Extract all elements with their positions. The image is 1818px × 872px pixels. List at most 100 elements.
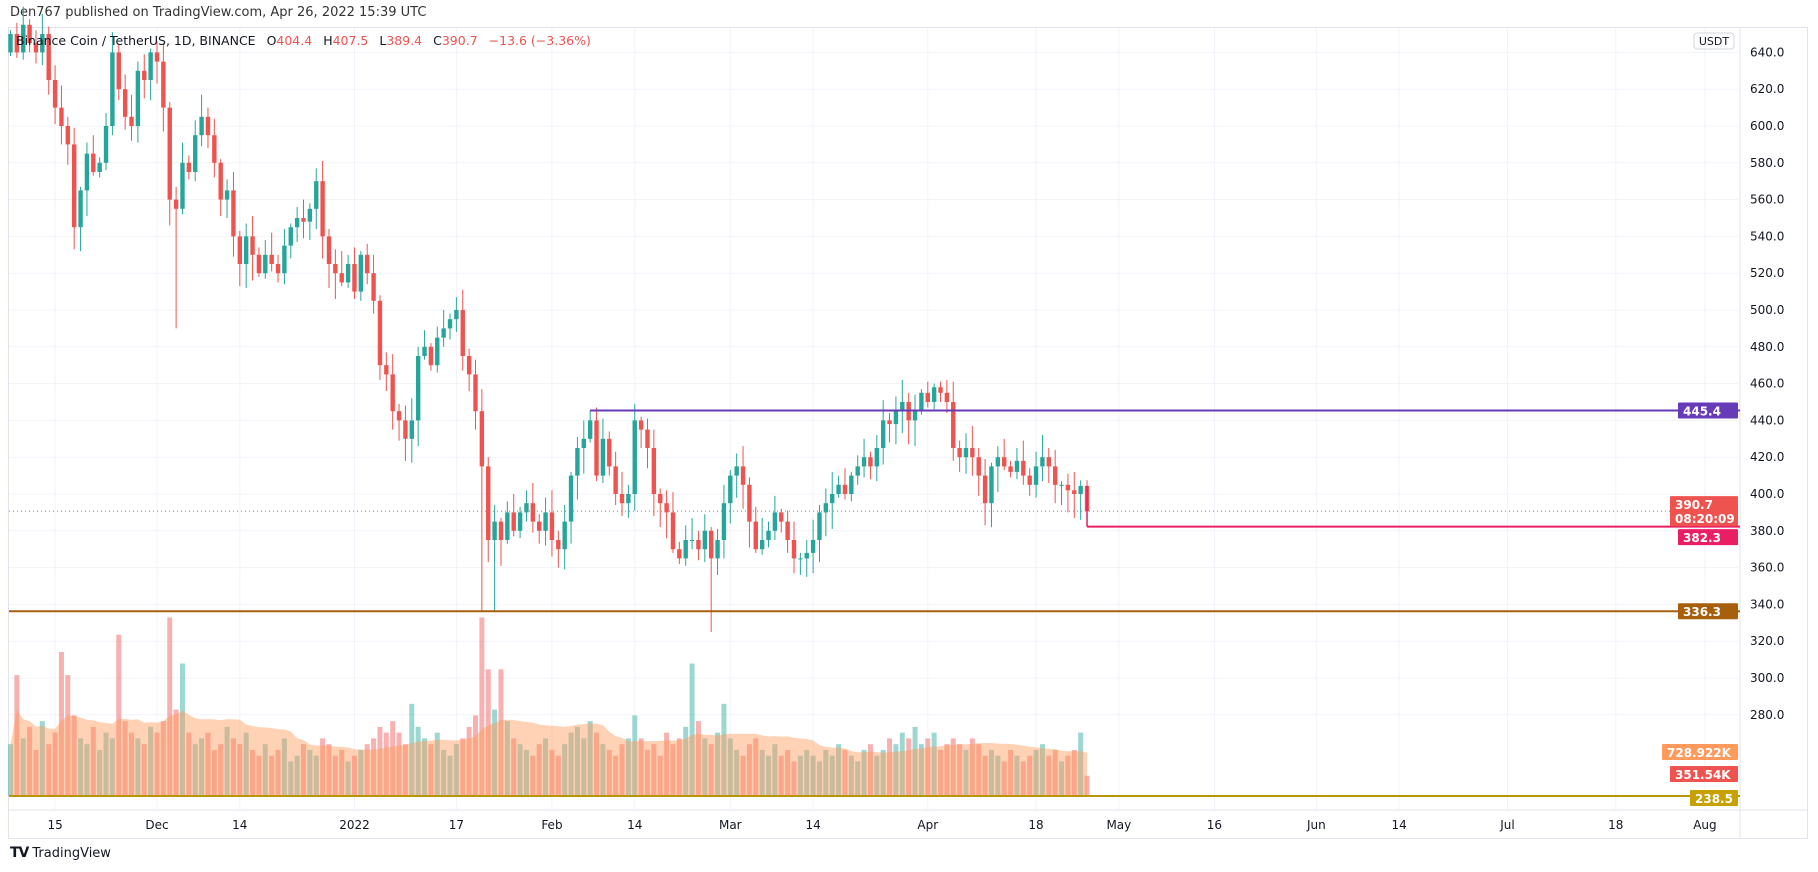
volume-bar xyxy=(594,732,600,796)
currency-badge[interactable] xyxy=(1693,32,1735,50)
candle-body xyxy=(148,52,153,80)
candle-body xyxy=(282,245,287,274)
time-tick-label: May xyxy=(1106,818,1131,832)
candle-body xyxy=(199,116,204,136)
candle-body xyxy=(594,420,599,476)
candle-body xyxy=(8,34,13,53)
volume-bar xyxy=(695,721,701,796)
close-value: 390.7 xyxy=(441,33,478,48)
candle-body xyxy=(543,512,548,531)
candle-body xyxy=(989,466,994,504)
volume-bar xyxy=(14,675,20,796)
volume-bar xyxy=(1020,761,1026,796)
volume-bar xyxy=(938,749,944,796)
price-tick-label: 520.0 xyxy=(1750,266,1784,280)
volume-bar xyxy=(689,663,695,796)
volume-bar xyxy=(600,744,606,796)
volume-bar xyxy=(887,738,893,796)
candle-body xyxy=(27,24,32,44)
volume-level-tag xyxy=(1690,790,1738,806)
volume-bar xyxy=(320,738,326,796)
time-tick-label: Jul xyxy=(1499,818,1514,832)
candle-body xyxy=(1027,475,1032,485)
volume-bar xyxy=(27,726,33,796)
candle-body xyxy=(1046,457,1051,467)
candle-body xyxy=(473,374,478,412)
price-axis-scrollbar[interactable] xyxy=(1741,28,1808,810)
volume-bar xyxy=(473,715,478,796)
volume-bar xyxy=(587,721,593,796)
volume-bar xyxy=(1059,761,1065,796)
time-tick-label: 18 xyxy=(1608,818,1623,832)
volume-bar xyxy=(275,749,281,796)
candle-body xyxy=(607,438,612,467)
price-tick-label: 360.0 xyxy=(1750,561,1784,575)
candle-body xyxy=(110,52,115,126)
candle-body xyxy=(581,438,586,448)
candle-body xyxy=(696,540,701,550)
volume-bar xyxy=(581,738,587,796)
resistance-price-tag xyxy=(1678,402,1738,419)
volume-bar xyxy=(504,721,510,796)
price-tick-label: 300.0 xyxy=(1750,671,1784,685)
volume-bar xyxy=(466,726,472,796)
volume-last-tag xyxy=(1670,766,1738,782)
candle-body xyxy=(409,420,414,439)
volume-bar xyxy=(148,726,154,796)
footer-logo[interactable]: TV TradingView xyxy=(10,845,111,861)
candle-body xyxy=(810,540,816,553)
volume-bar xyxy=(71,715,77,796)
volume-bar xyxy=(848,755,854,796)
volume-bar xyxy=(523,749,529,796)
candle-body xyxy=(702,530,708,550)
volume-bar xyxy=(224,726,230,796)
candle-body xyxy=(415,356,421,421)
volume-bar xyxy=(237,744,243,796)
candle-body xyxy=(396,411,402,421)
volume-bar xyxy=(192,744,198,796)
candle-body xyxy=(836,484,841,494)
price-tick-label: 540.0 xyxy=(1750,229,1784,243)
volume-level-tag-text: 238.5 xyxy=(1695,792,1733,806)
candle-body xyxy=(161,61,166,108)
volume-bar xyxy=(982,755,988,796)
candle-body xyxy=(830,494,835,504)
volume-bar xyxy=(957,744,963,796)
symbol-title[interactable]: Binance Coin / TetherUS, 1D, BINANCE xyxy=(16,33,256,48)
volume-bar xyxy=(173,709,179,796)
candle-body xyxy=(651,448,657,494)
volume-bar xyxy=(20,738,26,796)
candle-body xyxy=(568,475,574,522)
volume-bar xyxy=(46,744,52,796)
candle-body xyxy=(333,264,338,274)
candle-body xyxy=(212,135,217,163)
candle-body xyxy=(180,162,185,209)
candle-body xyxy=(747,484,752,522)
candle-body xyxy=(893,411,899,425)
last-price-tag-text: 390.7 xyxy=(1675,498,1713,512)
volume-bar xyxy=(141,744,147,796)
local-support-price-tag-text: 382.3 xyxy=(1683,531,1721,545)
volume-bar xyxy=(880,749,886,796)
volume-bar xyxy=(511,738,517,796)
volume-bar xyxy=(396,732,402,796)
time-axis-scrollbar[interactable] xyxy=(9,811,1740,838)
candle-body xyxy=(1008,466,1013,472)
candle-body xyxy=(59,107,64,126)
candle-body xyxy=(193,135,198,172)
change-value: −13.6 (−3.36%) xyxy=(488,33,591,48)
candle-body xyxy=(823,503,829,513)
candle-body xyxy=(447,319,453,329)
candle-body xyxy=(887,420,892,425)
candle-body xyxy=(772,512,778,531)
volume-bar xyxy=(492,709,498,796)
candle-body xyxy=(78,190,83,228)
volume-bar xyxy=(116,634,122,796)
candle-body xyxy=(957,448,962,458)
volume-bar xyxy=(791,761,797,796)
candle-body xyxy=(135,70,141,126)
candle-body xyxy=(861,457,867,467)
candle-body xyxy=(600,438,606,476)
volume-bar xyxy=(1033,749,1039,796)
